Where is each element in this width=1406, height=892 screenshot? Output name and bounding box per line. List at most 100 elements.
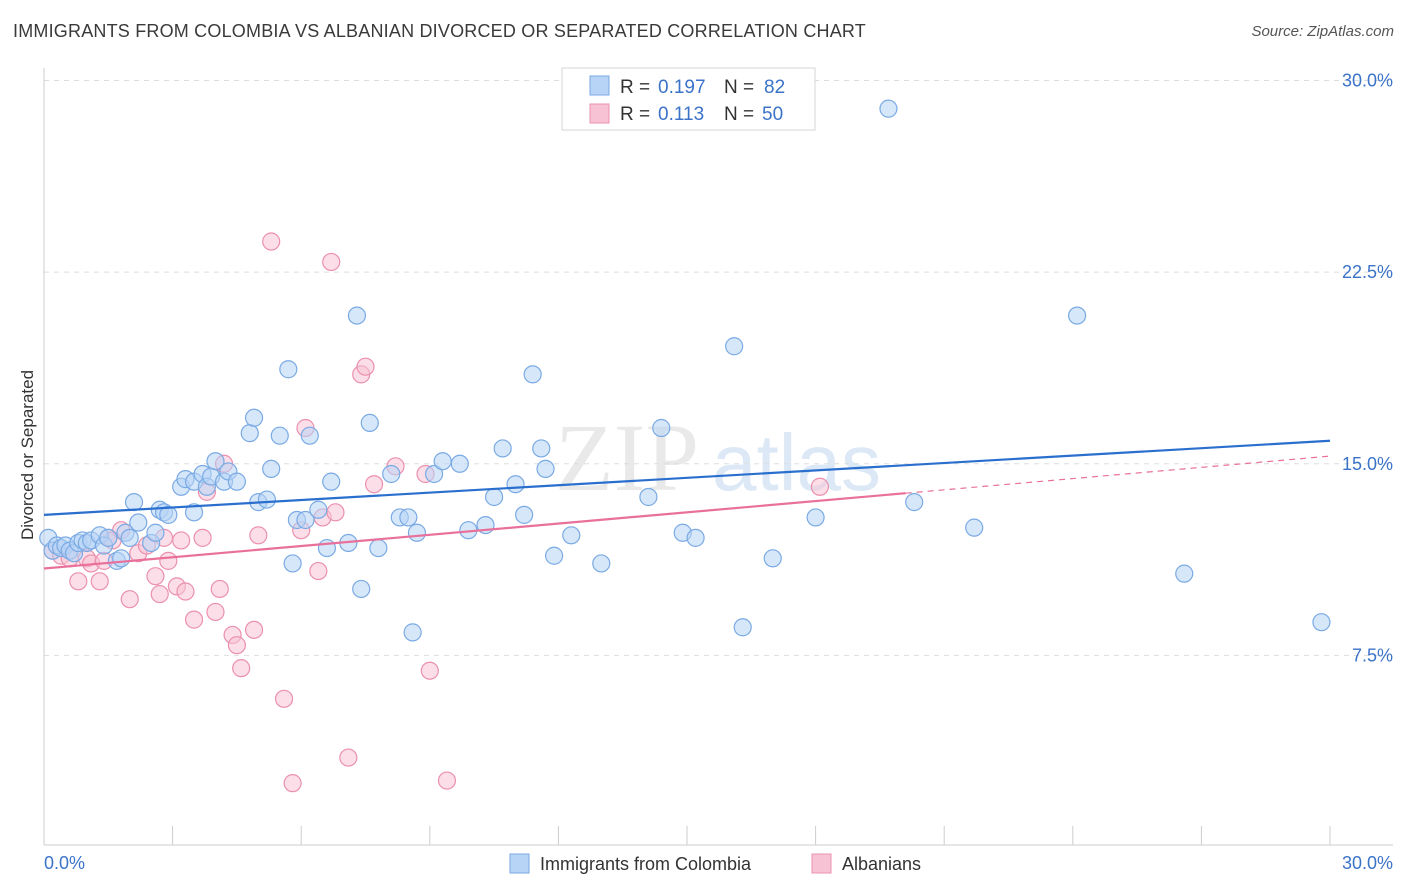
colombia-point [545,546,564,565]
colombia-point [262,459,281,478]
watermark-atlas: atlas [712,418,881,507]
albanians-point [283,774,302,793]
trendlines [43,439,1331,570]
colombia-point [129,513,148,532]
colombia-point [485,487,504,507]
y-axis-title: Divorced or Separated [18,370,37,540]
albanians-point [356,357,375,376]
albanians-point [420,661,439,680]
x-tick-max: 30.0% [1342,853,1393,873]
colombia-point [270,426,289,445]
colombia-point [733,618,752,637]
colombia-point [725,337,744,356]
albanians-point [810,477,829,496]
albanians-point [176,582,195,601]
y-tick-label: 22.5% [1342,262,1393,282]
bottom-legend-swatch-albanians [811,853,832,874]
bottom-legend-swatch-colombia [509,853,530,874]
legend-swatch-colombia [589,75,610,96]
albanians-point [322,252,341,272]
colombia-point [184,503,204,522]
colombia-point [506,475,525,494]
colombia-point [382,464,401,484]
watermark: ZIP atlas [555,404,881,511]
legend-swatch-albanians [589,103,610,124]
y-tick-labels: 7.5% 15.0% 22.5% 30.0% [1342,71,1393,666]
watermark-zip: ZIP [555,404,699,511]
axes [43,68,1393,846]
colombia-point [240,424,259,443]
albanians-point [326,503,345,522]
colombia-point [112,549,131,568]
legend-n-label-colombia: N = [724,77,754,98]
colombia-point [763,549,782,568]
albanians-point [120,590,139,609]
colombia-point [403,623,422,642]
legend-r-value-colombia: 0.197 [658,77,706,98]
colombia-point [433,452,452,471]
colombia-point [124,492,144,512]
legend-r-label-colombia: R = [620,77,650,98]
x-tick-min: 0.0% [44,853,85,873]
colombia-point [206,452,225,471]
legend-r-label-albanians: R = [620,104,650,125]
albanians-point [69,572,88,591]
colombia-points [39,99,1331,642]
legend-n-value-albanians: 50 [762,104,783,125]
bottom-legend-label-albanians: Albanians [842,854,921,874]
colombia-point [159,505,178,524]
bottom-legend: Immigrants from Colombia Albanians [509,853,921,874]
colombia-point [399,508,418,527]
albanians-point [437,771,457,790]
source-label: Source: ZipAtlas.com [1251,23,1394,40]
albanians-point [184,610,204,629]
colombia-point [686,528,705,547]
legend-n-label-albanians: N = [724,104,754,125]
colombia-point [257,490,277,509]
colombia-point [146,523,165,542]
colombia-point [1067,306,1087,325]
colombia-point [905,492,924,512]
colombia-point [283,554,302,573]
albanians-trendline [43,492,906,570]
colombia-point [279,360,298,379]
albanians-point [172,531,191,550]
colombia-point [523,365,542,384]
y-tick-label: 7.5% [1352,645,1393,665]
colombia-point [407,523,427,542]
colombia-point [1312,613,1331,632]
colombia-point [317,538,337,558]
albanians-point [274,689,294,708]
albanians-point [227,636,246,655]
chart-title: IMMIGRANTS FROM COLOMBIA VS ALBANIAN DIV… [13,21,866,41]
y-tick-label: 30.0% [1342,71,1393,91]
top-legend: R = 0.197 N = 82 R = 0.113 N = 50 [561,67,816,131]
colombia-point [99,528,118,547]
albanians-trendline-extension [905,455,1331,494]
colombia-point [120,528,139,547]
colombia-point [227,472,246,491]
albanians-point [339,748,358,767]
albanians-point [90,572,109,591]
colombia-point [352,579,371,599]
colombia-point [532,439,551,458]
albanians-point [146,567,165,586]
colombia-point [300,426,319,445]
colombia-point [562,526,581,545]
colombia-point [536,459,555,478]
albanians-point [244,620,264,639]
y-tick-label: 15.0% [1342,454,1393,474]
colombia-point [652,418,671,438]
colombia-point [879,99,898,118]
albanians-point [249,526,268,545]
colombia-point [965,518,984,537]
albanians-point [210,579,229,599]
colombia-point [1175,564,1194,583]
colombia-point [369,538,388,558]
colombia-point [515,505,534,524]
colombia-point [296,510,315,530]
colombia-point [424,464,444,484]
colombia-point [806,508,825,527]
colombia-point [592,554,611,573]
